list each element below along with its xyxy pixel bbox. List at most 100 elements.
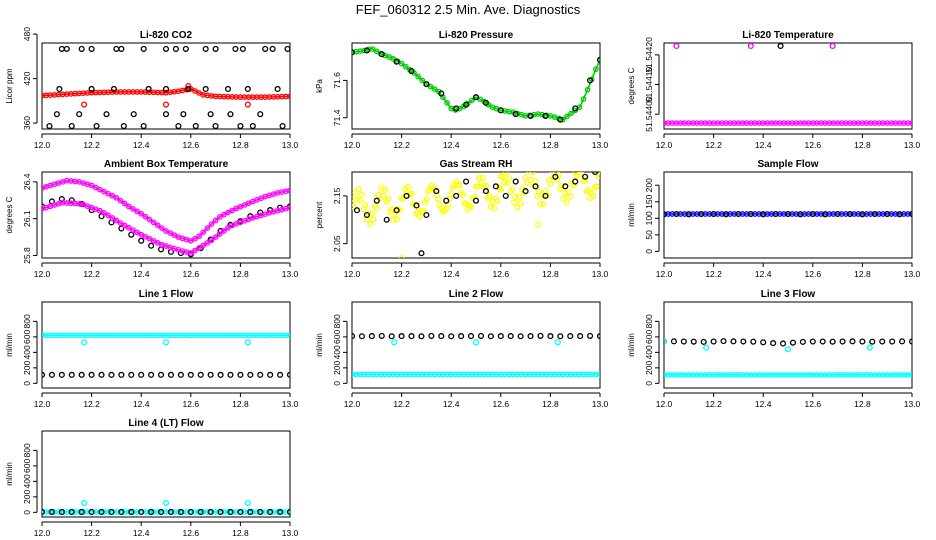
plot-frame [351,171,601,259]
data-point [58,195,65,203]
data-point [463,178,470,185]
x-tick-label: 13.0 [904,140,921,150]
data-point [103,111,110,118]
data-point [582,173,589,180]
data-point [562,183,569,190]
data-point [162,500,170,507]
data-point [192,247,198,254]
plot-frame [663,42,913,130]
panel-title: Gas Stream RH [440,159,513,170]
data-point [400,195,407,202]
data-point [227,508,234,516]
data-point [81,500,88,507]
x-tick-label: 12.0 [34,399,51,409]
data-point [532,178,539,185]
data-point [456,182,463,189]
data-point [553,166,558,171]
data-point [443,197,450,204]
data-point [192,122,199,129]
data-point [469,97,475,104]
x-tick-label: 12.4 [133,399,150,409]
x-tick-label: 12.6 [493,399,510,409]
data-point [244,85,251,93]
data-point [227,371,234,378]
data-point [482,99,489,106]
data-point [113,194,120,201]
data-point [274,85,281,93]
data-point [262,45,269,52]
data-point [221,228,227,234]
data-point [448,190,455,197]
y-tick-label: 2.15 [332,187,342,204]
data-point [596,172,600,179]
x-tick-label: 12.8 [854,269,871,279]
data-point [463,200,470,207]
data-point [822,211,829,218]
data-point [113,217,120,224]
data-point [185,82,192,90]
data-point [576,164,581,169]
data-point [580,96,587,102]
data-point [148,242,155,249]
data-point [477,332,485,339]
data-point [428,332,435,339]
data-point [398,254,405,258]
data-point [562,190,569,197]
data-point [134,208,140,215]
data-point [515,194,523,201]
data-point [358,191,365,198]
y-tick-label: 71.6 [332,72,342,89]
data-point [526,172,532,174]
data-point [225,225,231,231]
y-tick-label: 400 [644,345,654,359]
data-point [564,113,570,120]
data-point [370,216,377,223]
data-point [884,210,891,218]
data-point [593,183,600,190]
data-point [770,340,777,347]
data-point [896,211,903,218]
data-point [244,101,251,108]
series-line [42,179,290,242]
x-tick-label: 12.6 [493,269,510,279]
x-tick-label: 12.8 [232,399,249,409]
data-point [138,210,145,217]
data-point [373,205,380,212]
data-point [58,45,65,52]
data-point [216,231,223,237]
data-point [402,63,409,70]
data-point [216,214,223,220]
panel-4: Ambient Box Temperature 12.0 12.2 12.4 12.6 1… [5,159,299,279]
data-point [839,338,846,345]
data-point [373,48,380,55]
data-point [63,45,70,52]
data-point [403,192,410,199]
y-tick-label: 26.1 [22,210,32,227]
data-point [385,195,392,203]
data-point [458,333,465,340]
data-point [472,94,480,101]
data-point [809,338,816,345]
data-point [208,237,215,244]
data-point [97,207,103,214]
data-point [68,122,75,129]
x-tick-label: 12.8 [542,399,559,409]
x-tick-label: 12.2 [83,269,100,279]
data-point [560,195,567,202]
data-point [81,339,88,346]
x-tick-label: 12.2 [83,399,100,409]
data-point [109,215,116,221]
data-point [145,85,152,93]
x-tick-label: 12.8 [854,140,871,150]
data-point [750,338,757,345]
panel-title: Line 1 Flow [139,289,194,300]
y-tick-label: 420 [22,71,32,85]
panel-title: Li-820 Pressure [439,30,514,41]
data-point [405,183,412,190]
x-tick-label: 12.2 [83,528,100,538]
data-point [593,66,599,73]
y-axis-label: ml/min [5,333,14,357]
data-point [596,333,600,340]
panel-10: Line 4 (LT) Flow 12.0 12.2 12.4 12.6 12.8 13.0… [5,418,299,538]
y-tick-label: 0 [332,381,342,386]
